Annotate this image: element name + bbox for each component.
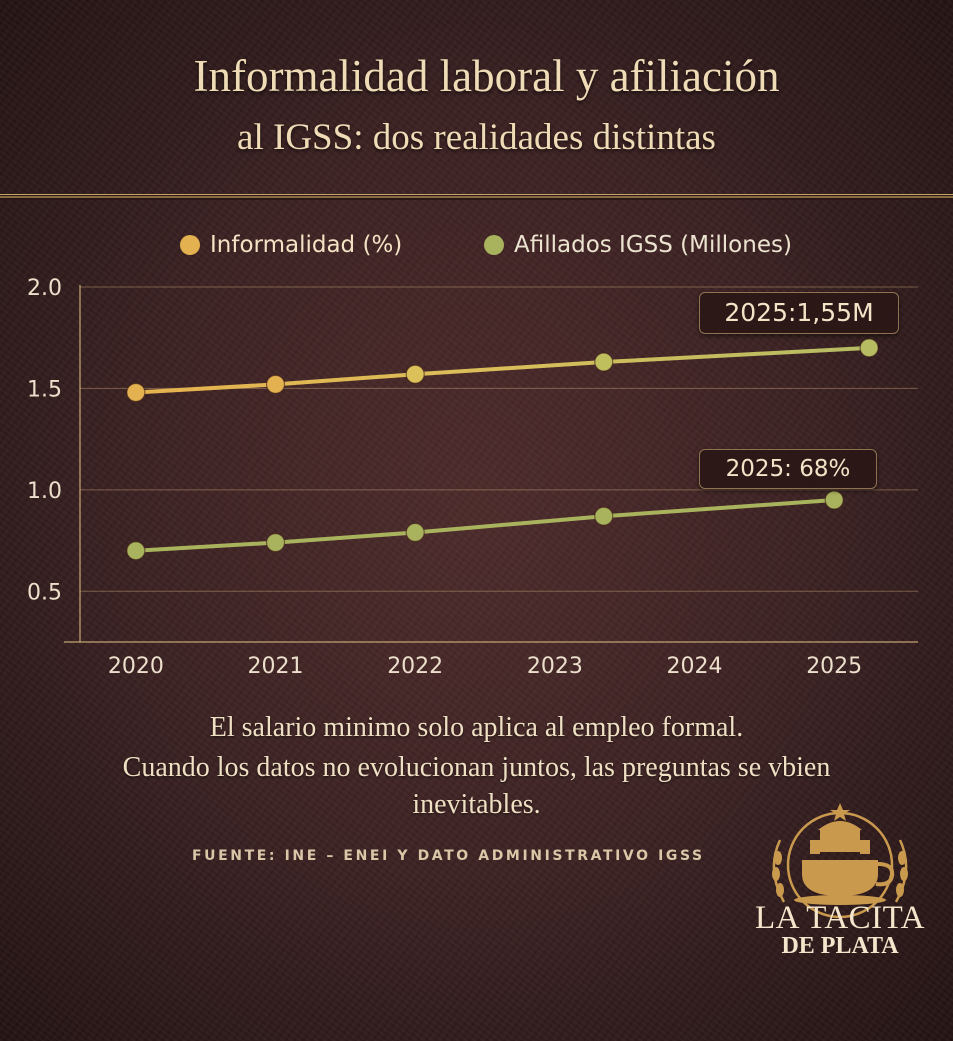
body-line-2: Cuando los datos no evolucionan juntos, …: [122, 752, 831, 783]
brand-name-line-1: LA TACITA: [754, 900, 925, 936]
data-point-afiliados: [824, 490, 844, 510]
series-line-afiliados: [133, 498, 837, 553]
x-tick-label: 2021: [248, 654, 304, 679]
legend-item-informalidad: Informalidad (%): [180, 232, 402, 258]
x-tick-label: 2020: [108, 654, 164, 679]
data-point-afiliados: [265, 532, 286, 553]
brand-name-line-2: DE PLATA: [781, 933, 899, 959]
coffee-cup-logo-icon: [772, 803, 908, 919]
y-tick-label: 1.0: [27, 479, 62, 504]
data-point-afiliados: [594, 506, 614, 526]
callout-informalidad-2025: 2025:1,55M: [699, 292, 899, 334]
x-tick-label: 2024: [667, 654, 723, 679]
x-tick-label: 2023: [527, 654, 583, 679]
title-divider: [0, 194, 953, 200]
x-tick-label: 2025: [806, 654, 862, 679]
y-tick-label: 0.5: [27, 580, 62, 605]
legend-item-afiliados: Afillados IGSS (Millones): [484, 232, 792, 258]
y-tick-label: 1.5: [27, 377, 62, 402]
y-tick-label: 2.0: [27, 276, 62, 301]
data-point-informalidad: [126, 382, 146, 403]
data-point-informalidad: [859, 338, 879, 358]
legend-marker-informalidad: [180, 235, 200, 255]
callout-afiliados-2025: 2025: 68%: [699, 449, 877, 489]
series-line-informalidad: [133, 345, 872, 395]
x-tick-label: 2022: [387, 654, 443, 679]
data-point-afiliados: [126, 541, 146, 561]
data-point-informalidad: [594, 352, 614, 372]
legend-marker-afiliados: [484, 235, 504, 255]
title-line-2: al IGSS: dos realidades distintas: [237, 117, 716, 158]
chart-legend: Informalidad (%) Afillados IGSS (Millone…: [0, 228, 953, 268]
line-chart: 2.0 1.5 1.0 0.5 2020 2021 2022 2023 2024 2025: [27, 276, 918, 679]
title-line-1: Informalidad laboral y afiliación: [193, 51, 780, 101]
body-line-1: El salario minimo solo aplica al empleo …: [209, 712, 744, 743]
legend-label-afiliados: Afillados IGSS (Millones): [514, 232, 792, 258]
body-line-3: inevitables.: [412, 789, 541, 820]
legend-label-informalidad: Informalidad (%): [210, 232, 403, 258]
data-point-informalidad: [265, 374, 286, 394]
data-point-informalidad: [405, 364, 425, 384]
source-note: FUENTE: INE – ENEI Y DATO ADMINISTRATIVO…: [192, 848, 705, 864]
data-point-afiliados: [405, 522, 425, 543]
